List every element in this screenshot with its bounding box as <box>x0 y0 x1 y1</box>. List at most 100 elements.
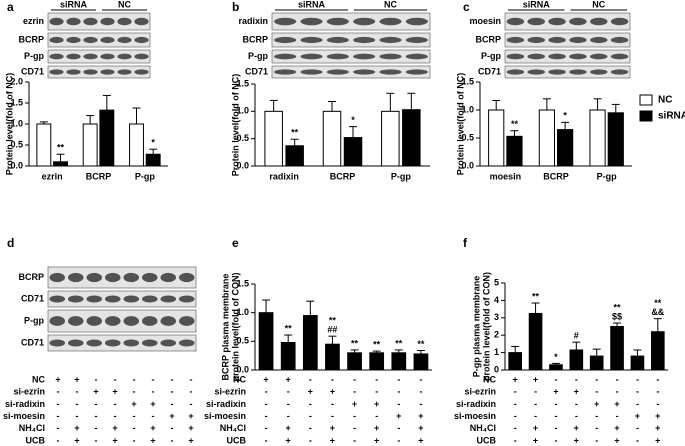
treatment-mark: - <box>331 399 334 409</box>
blot-band <box>134 36 149 44</box>
treatment-mark: + <box>131 399 136 409</box>
significance-mark: ** <box>57 143 65 153</box>
legend-label: siRNA <box>658 111 685 122</box>
blot-band <box>104 316 121 326</box>
blot-band <box>405 69 428 75</box>
blot-band <box>353 17 376 26</box>
blot-band <box>83 69 98 75</box>
treatment-mark: - <box>534 399 537 409</box>
treatment-label: si-radixin <box>5 399 45 409</box>
blot-label: P-gp <box>24 315 44 325</box>
significance-mark: * <box>351 115 355 125</box>
blot-header: NC <box>384 0 397 9</box>
blot-label: P-gp <box>481 51 501 61</box>
blot-band <box>141 339 158 347</box>
bar <box>488 109 505 167</box>
treatment-mark: - <box>575 411 578 421</box>
blot-band <box>326 69 349 75</box>
blot-header: siRNA <box>298 0 326 9</box>
treatment-mark: + <box>150 399 155 409</box>
treatment-mark: - <box>656 374 659 384</box>
treatment-mark: - <box>514 411 517 421</box>
significance-mark: $$ <box>612 311 622 321</box>
treatment-mark: + <box>418 411 423 421</box>
blot-band <box>123 295 140 303</box>
treatment-mark: - <box>265 399 268 409</box>
treatment-mark: - <box>554 399 557 409</box>
blot-band <box>49 69 64 75</box>
y-tick-label: 1.0 <box>236 307 249 317</box>
treatment-mark: - <box>554 423 557 433</box>
bar <box>381 110 400 167</box>
bar <box>36 123 52 167</box>
bar <box>391 352 407 371</box>
blot-band <box>527 36 545 44</box>
blot-band <box>100 17 115 26</box>
significance-mark: ** <box>285 323 293 333</box>
bar <box>589 109 606 167</box>
y-tick-label: 1.5 <box>236 78 249 88</box>
treatment-mark: + <box>169 411 174 421</box>
blot-strip <box>47 65 151 79</box>
bar <box>589 355 604 371</box>
treatment-mark: - <box>514 399 517 409</box>
blot-band <box>527 53 545 60</box>
blot-band <box>610 53 629 60</box>
significance-mark: # <box>574 331 579 341</box>
x-tick-label: ezrin <box>42 171 63 181</box>
blot-band <box>134 69 149 75</box>
y-tick-label: 0.5 <box>10 139 23 149</box>
treatment-mark: + <box>655 423 660 433</box>
blot-strip <box>271 12 431 31</box>
panel-label: b <box>232 0 239 14</box>
treatment-label: si-ezrin <box>13 387 45 397</box>
x-tick-label: radixin <box>269 171 299 181</box>
blot-band <box>104 339 121 347</box>
blot-strip <box>47 12 151 31</box>
y-tick-label: 1.5 <box>236 278 249 288</box>
bar <box>145 153 161 167</box>
treatment-mark: + <box>93 387 98 397</box>
blot-band <box>379 53 402 60</box>
bar <box>538 109 555 167</box>
blot-band <box>274 53 297 60</box>
blot-band <box>123 339 140 347</box>
treatment-mark: - <box>397 399 400 409</box>
blot-band <box>178 316 195 326</box>
significance-mark: ** <box>395 338 403 348</box>
blot-band <box>610 36 629 44</box>
blot-band <box>548 17 566 26</box>
treatment-mark: + <box>330 435 335 445</box>
blot-band <box>590 69 608 75</box>
x-tick-label: BCRP <box>330 171 356 181</box>
blot-band <box>86 295 103 303</box>
blot-band <box>117 36 132 44</box>
bar <box>322 110 342 167</box>
blot-band <box>49 339 66 347</box>
bar <box>285 145 304 167</box>
blot-band <box>117 53 132 60</box>
blot-strip <box>47 309 197 333</box>
blot-band <box>123 272 140 283</box>
blot-band <box>141 316 158 326</box>
blot-header: NC <box>592 0 605 9</box>
treatment-mark: + <box>374 423 379 433</box>
panel-label: d <box>7 236 14 250</box>
blot-band <box>49 272 66 283</box>
y-tick-label: 0.5 <box>461 132 474 142</box>
treatment-mark: + <box>614 399 619 409</box>
blot-band <box>274 17 297 26</box>
treatment-mark: + <box>286 435 291 445</box>
blot-strip <box>47 334 197 352</box>
y-tick-label: 2 <box>494 330 499 340</box>
treatment-mark: - <box>95 374 98 384</box>
blot-band <box>590 17 608 26</box>
treatment-label: UCB <box>26 435 46 445</box>
treatment-mark: + <box>150 435 155 445</box>
blot-band <box>506 36 525 44</box>
blot-band <box>160 295 177 303</box>
blot-band <box>610 17 629 26</box>
blot-band <box>66 17 81 26</box>
treatment-mark: - <box>419 399 422 409</box>
blot-band <box>300 36 323 44</box>
